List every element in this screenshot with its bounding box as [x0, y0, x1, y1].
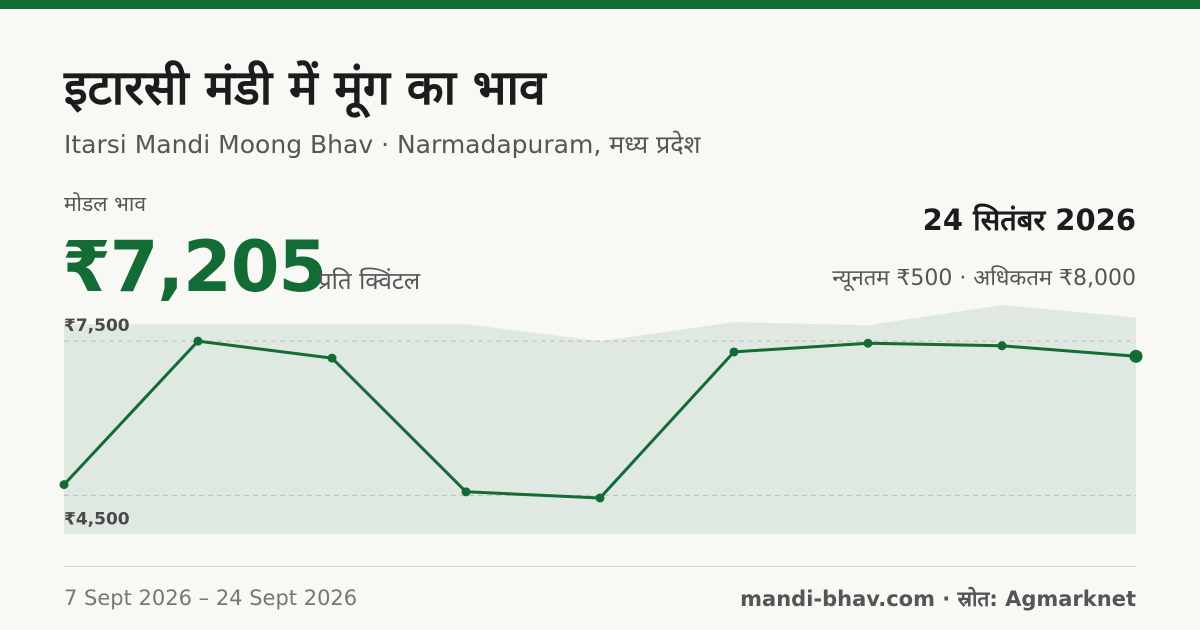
price-point	[461, 487, 471, 497]
footer-divider	[64, 566, 1136, 567]
date-period: 7 Sept 2026 – 24 Sept 2026	[64, 586, 358, 610]
latest-price-point	[1129, 349, 1143, 363]
y-tick-label-layer: ₹7,500 ₹4,500	[64, 316, 130, 529]
modal-price-value: ₹7,205	[62, 226, 327, 308]
page-subtitle: Itarsi Mandi Moong Bhav · Narmadapuram, …	[64, 130, 701, 159]
y-tick-label: ₹4,500	[64, 509, 130, 529]
price-point	[327, 353, 337, 363]
price-point	[863, 338, 873, 348]
price-point	[193, 336, 203, 346]
price-date: 24 सितंबर 2026	[922, 203, 1136, 237]
modal-price-point-layer	[59, 336, 1143, 503]
price-point	[729, 347, 739, 357]
min-max-range: न्यूनतम ₹500 · अधिकतम ₹8,000	[832, 266, 1136, 291]
price-unit: प्रति क्विंटल	[318, 267, 421, 295]
price-point	[59, 480, 69, 490]
source-credit: mandi-bhav.com · स्रोत: Agmarknet	[740, 587, 1136, 611]
page-title: इटारसी मंडी में मूंग का भाव	[64, 60, 546, 116]
price-point	[997, 341, 1007, 351]
price-point	[595, 493, 605, 503]
modal-price-label: मोडल भाव	[64, 192, 147, 216]
top-accent-bar	[0, 0, 1200, 9]
y-tick-label: ₹7,500	[64, 316, 130, 336]
